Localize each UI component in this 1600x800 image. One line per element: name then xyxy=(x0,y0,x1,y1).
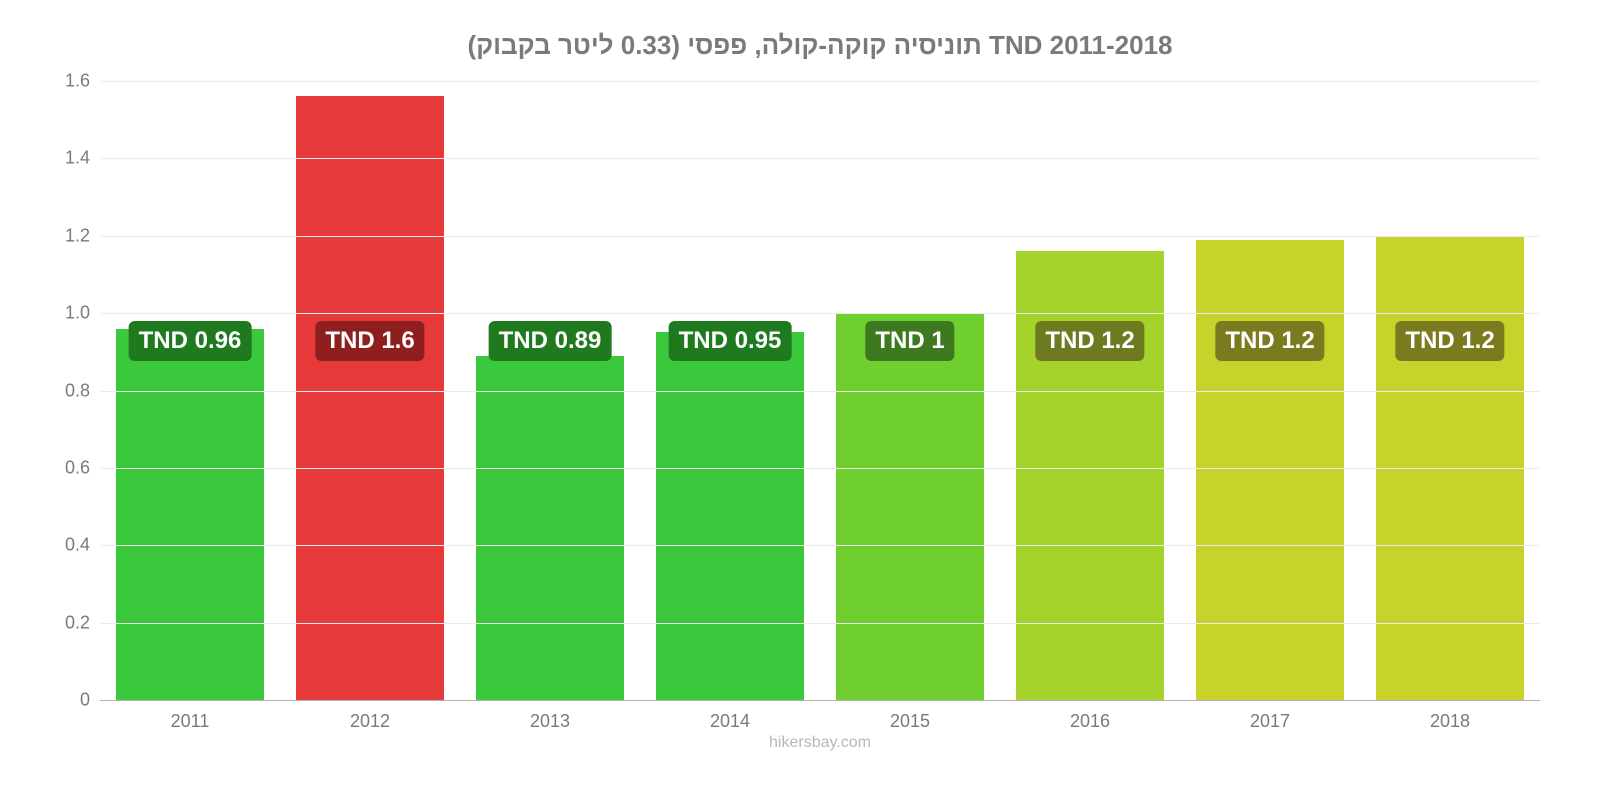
x-tick-label: 2016 xyxy=(1000,711,1180,732)
bar xyxy=(836,313,984,700)
bar-value-label: TND 1.6 xyxy=(315,321,424,361)
bar-value-label: TND 1.2 xyxy=(1035,321,1144,361)
x-axis-labels: 20112012201320142015201620172018 xyxy=(100,711,1540,732)
y-tick-label: 0.4 xyxy=(45,535,90,556)
bar-value-label: TND 0.95 xyxy=(669,321,792,361)
bar-value-label: TND 1.2 xyxy=(1215,321,1324,361)
y-tick-label: 1.0 xyxy=(45,303,90,324)
y-tick-label: 1.4 xyxy=(45,148,90,169)
bar xyxy=(476,356,624,700)
x-tick-label: 2015 xyxy=(820,711,1000,732)
y-tick-label: 0 xyxy=(45,690,90,711)
plot-area: TND 0.96 TND 1.6 TND 0.89 TND 0.95 TND 1 TND … xyxy=(100,81,1540,701)
bar-value-label: TND 1 xyxy=(865,321,954,361)
y-tick-label: 1.2 xyxy=(45,225,90,246)
bar-value-label: TND 1.2 xyxy=(1395,321,1504,361)
bar-value-label: TND 0.96 xyxy=(129,321,252,361)
bar xyxy=(1196,240,1344,700)
attribution: hikersbay.com xyxy=(100,734,1540,752)
bar-value-label: TND 0.89 xyxy=(489,321,612,361)
x-tick-label: 2011 xyxy=(100,711,280,732)
x-tick-label: 2012 xyxy=(280,711,460,732)
y-tick-label: 0.8 xyxy=(45,380,90,401)
gridline xyxy=(100,81,1540,82)
y-tick-label: 0.6 xyxy=(45,457,90,478)
y-tick-label: 0.2 xyxy=(45,612,90,633)
chart-container: תוניסיה קוקה-קולה, פפסי (0.33 ליטר בקבוק… xyxy=(0,0,1600,800)
gridline xyxy=(100,468,1540,469)
bar xyxy=(116,329,264,700)
y-tick-label: 1.6 xyxy=(45,71,90,92)
bar xyxy=(656,332,804,700)
x-tick-label: 2017 xyxy=(1180,711,1360,732)
gridline xyxy=(100,158,1540,159)
gridline xyxy=(100,545,1540,546)
bar xyxy=(1016,251,1164,700)
gridline xyxy=(100,313,1540,314)
x-tick-label: 2014 xyxy=(640,711,820,732)
gridline xyxy=(100,623,1540,624)
bar xyxy=(296,96,444,700)
x-tick-label: 2013 xyxy=(460,711,640,732)
gridline xyxy=(100,236,1540,237)
x-tick-label: 2018 xyxy=(1360,711,1540,732)
chart-title: תוניסיה קוקה-קולה, פפסי (0.33 ליטר בקבוק… xyxy=(100,30,1540,61)
gridline xyxy=(100,391,1540,392)
